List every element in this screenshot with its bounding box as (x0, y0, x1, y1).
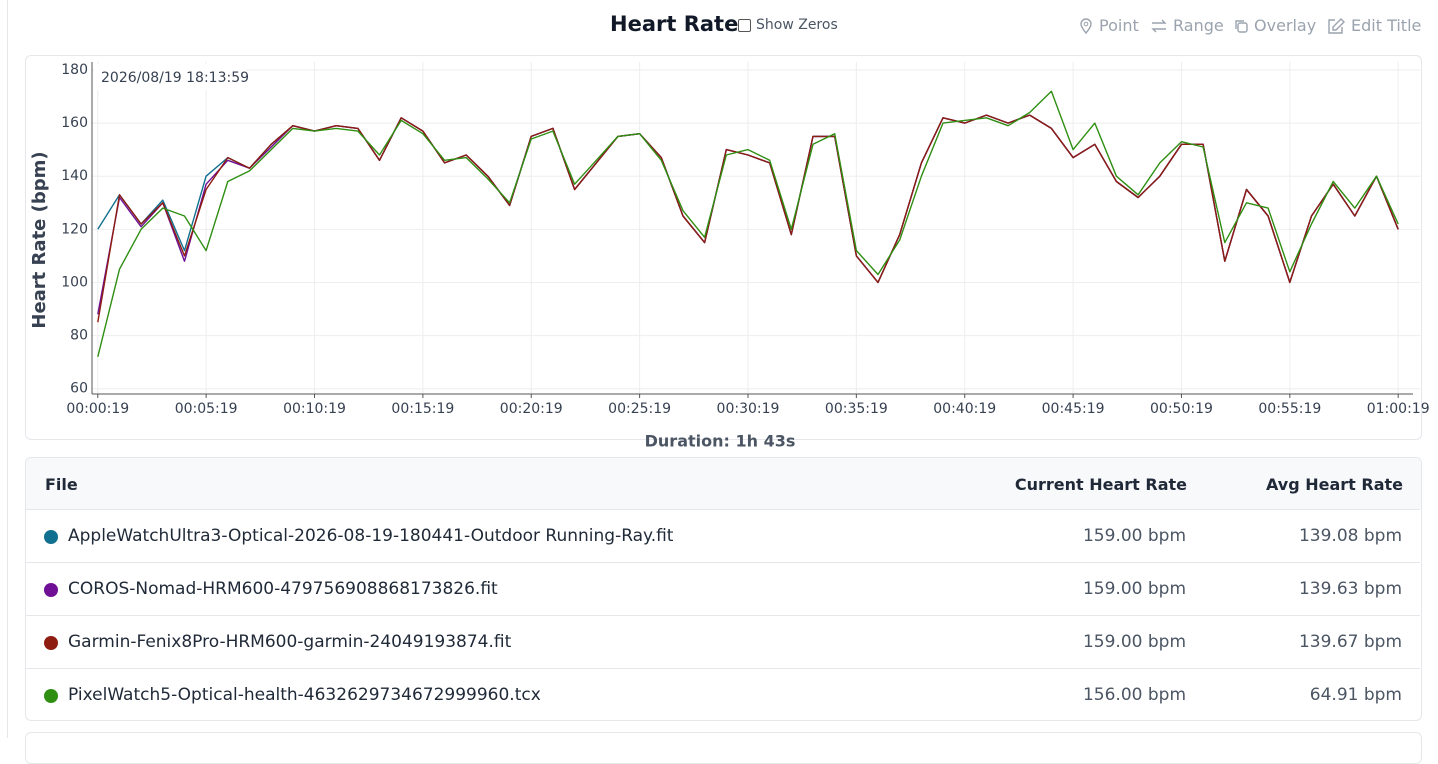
chart: Heart Rate (bpm) Duration: 1h 43s 60 80 10… (29, 62, 1430, 451)
color-dot (44, 530, 58, 544)
x-tick-label: 01:00:19 (1367, 401, 1430, 417)
button-label[interactable]: Point (1099, 16, 1139, 35)
point-button[interactable]: Point (1078, 16, 1139, 35)
column-header: File (45, 475, 78, 494)
button-label[interactable]: Overlay (1254, 16, 1317, 35)
y-tick-label: 100 (61, 274, 88, 290)
edit-title-button[interactable]: Edit Title (1326, 16, 1421, 35)
current-rate: 159.00 bpm (1082, 579, 1186, 599)
table-row: COROS-Nomad-HRM600-479756908868173826.fi… (25, 562, 1420, 615)
x-tick-label: 00:40:19 (933, 401, 996, 417)
x-tick-label: 00:25:19 (608, 401, 671, 417)
icon (1151, 19, 1167, 32)
current-rate: 159.00 bpm (1082, 632, 1186, 652)
x-tick-label: 00:05:19 (175, 401, 238, 417)
table-card: File Current Heart Rate Avg Heart Rate (25, 457, 1422, 721)
x-tick-label: 00:10:19 (283, 401, 346, 417)
x-axis-label: Duration: 1h 43s (645, 432, 796, 451)
y-tick-label: 60 (70, 381, 88, 397)
button-label[interactable]: Range (1173, 16, 1224, 35)
page: Heart Rate Show Zeros Point Range Overla… (7, 0, 1430, 764)
file-name: COROS-Nomad-HRM600-479756908868173826.fi… (68, 579, 498, 599)
color-dot (44, 583, 58, 597)
table-row: Garmin-Fenix8Pro-HRM600-garmin-240491938… (25, 615, 1420, 668)
table-header (26, 458, 1421, 509)
x-tick-label: 00:15:19 (391, 401, 454, 417)
timestamp: 2026/08/19 18:13:59 (101, 70, 249, 86)
x-tick-label: 00:55:19 (1258, 401, 1321, 417)
file-name: PixelWatch5-Optical-health-4632629734672… (68, 685, 541, 705)
file-name: AppleWatchUltra3-Optical-2026-08-19-1804… (68, 526, 674, 546)
y-axis-label: Heart Rate (bpm) (29, 151, 50, 328)
next-card (25, 732, 1422, 764)
x-tick-label: 00:30:19 (717, 401, 780, 417)
range-button[interactable]: Range (1150, 16, 1224, 35)
y-tick-label: 120 (61, 221, 88, 237)
checkbox[interactable] (738, 18, 751, 32)
show-zeros[interactable]: Show Zeros (738, 17, 838, 33)
column-header: Current Heart Rate (1014, 475, 1187, 494)
current-rate: 156.00 bpm (1082, 685, 1186, 705)
current-rate: 159.00 bpm (1082, 526, 1186, 546)
avg-rate: 64.91 bpm (1309, 685, 1402, 705)
y-tick-label: 160 (61, 115, 88, 131)
series-line (97, 90, 1399, 357)
icon (1235, 19, 1248, 33)
file-name: Garmin-Fenix8Pro-HRM600-garmin-240491938… (68, 632, 512, 652)
table-row: PixelWatch5-Optical-health-4632629734672… (25, 668, 1420, 721)
avg-rate: 139.08 bpm (1298, 526, 1402, 546)
color-dot (44, 689, 58, 703)
color-dot (44, 636, 58, 650)
chart-card (25, 55, 1422, 440)
table-row: AppleWatchUltra3-Optical-2026-08-19-1804… (25, 509, 1420, 562)
x-tick-label: 00:00:19 (66, 401, 129, 417)
left-border (7, 0, 8, 738)
y-tick-label: 140 (61, 168, 88, 184)
avg-rate: 139.63 bpm (1298, 579, 1402, 599)
y-tick-label: 180 (61, 62, 88, 78)
icon (1328, 17, 1345, 34)
title: Heart Rate (610, 12, 739, 36)
x-tick-label: 00:50:19 (1150, 401, 1213, 417)
x-tick-label: 00:20:19 (500, 401, 563, 417)
column-header: Avg Heart Rate (1265, 475, 1403, 494)
x-tick-label: 00:45:19 (1042, 401, 1105, 417)
timestamp-box (94, 64, 246, 90)
x-tick-label: 00:35:19 (825, 401, 888, 417)
icon (1080, 17, 1092, 34)
toggle-label[interactable]: Show Zeros (756, 17, 838, 33)
y-tick-label: 80 (70, 328, 88, 344)
button-label[interactable]: Edit Title (1351, 16, 1422, 35)
avg-rate: 139.67 bpm (1298, 632, 1402, 652)
overlay-button[interactable]: Overlay (1233, 16, 1316, 35)
